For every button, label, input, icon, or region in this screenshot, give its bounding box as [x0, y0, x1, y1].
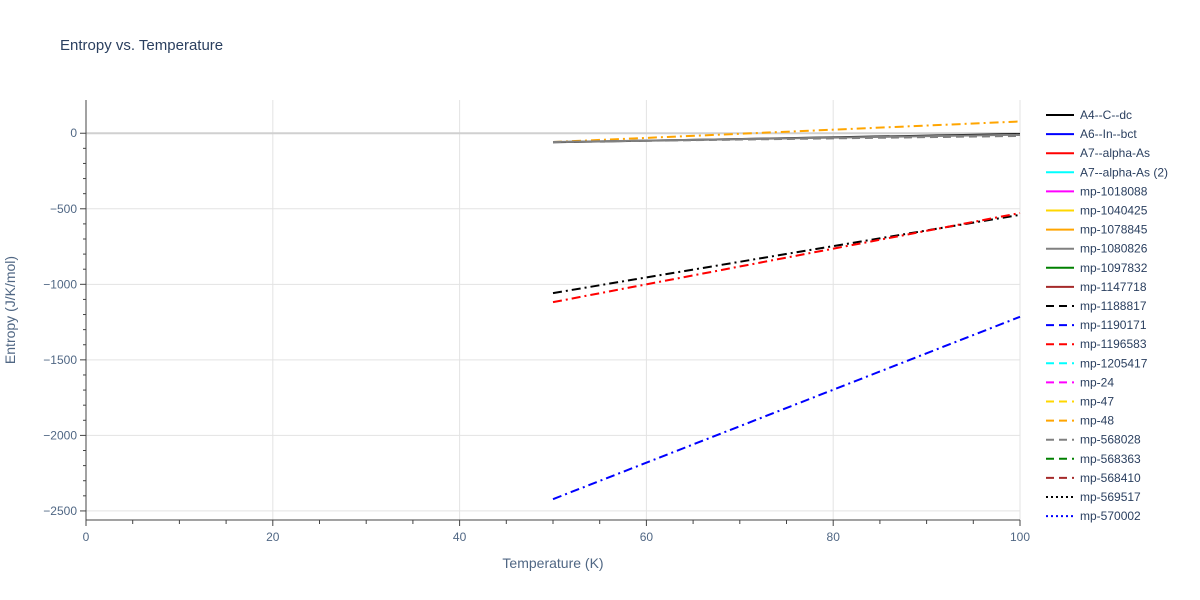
legend-entry: mp-568028 — [1080, 433, 1141, 447]
series-line — [552, 315, 1021, 501]
legend-entry: A4--C--dc — [1080, 108, 1132, 122]
legend-entry: mp-1097832 — [1080, 261, 1148, 275]
legend-entry: mp-47 — [1080, 395, 1114, 409]
legend: A4--C--dc A6--In--bct A7--alpha-As A7--alph… — [1046, 108, 1168, 523]
legend-entry: mp-1147718 — [1080, 280, 1147, 294]
x-tick-label: 60 — [640, 530, 654, 544]
y-tick-label: −2000 — [43, 428, 77, 442]
legend-entry: A7--alpha-As (2) — [1080, 165, 1168, 179]
x-tick-label: 40 — [453, 530, 467, 544]
y-axis-title: Entropy (J/K/mol) — [2, 256, 18, 364]
x-tick-label: 80 — [827, 530, 841, 544]
y-tick-label: −1500 — [43, 353, 77, 367]
legend-entry: mp-1080826 — [1080, 242, 1148, 256]
x-tick-label: 20 — [266, 530, 280, 544]
y-tick-label: −500 — [50, 202, 77, 216]
legend-entry: A6--In--bct — [1080, 127, 1137, 141]
legend-entry: mp-1196583 — [1080, 337, 1147, 351]
legend-entry: mp-1078845 — [1080, 223, 1148, 237]
y-tick-label: −2500 — [43, 504, 77, 518]
legend-entry: mp-24 — [1080, 375, 1114, 389]
series-line — [552, 120, 1021, 143]
legend-entry: mp-1205417 — [1080, 356, 1148, 370]
y-tick-label: −1000 — [43, 277, 77, 291]
legend-entry: mp-1190171 — [1080, 318, 1147, 332]
series-line-mp-1080826 — [552, 133, 1021, 143]
legend-entry: A7--alpha-As — [1080, 146, 1150, 160]
legend-entry: mp-570002 — [1080, 509, 1141, 523]
legend-entry: mp-569517 — [1080, 490, 1141, 504]
legend-entry: mp-1018088 — [1080, 184, 1148, 198]
axes: 0 20 40 60 80 100 0 −500 −1000 −1500 −2000 −2500 — [43, 100, 1030, 544]
series-line — [552, 213, 1021, 295]
legend-entry: mp-48 — [1080, 414, 1114, 428]
chart-title: Entropy vs. Temperature — [60, 37, 223, 54]
legend-entry: mp-1188817 — [1080, 299, 1147, 313]
grid — [86, 100, 1021, 520]
x-axis-title: Temperature (K) — [502, 555, 603, 571]
x-tick-label: 100 — [1010, 530, 1030, 544]
legend-entry: mp-568363 — [1080, 452, 1141, 466]
legend-entry: mp-1040425 — [1080, 204, 1148, 218]
legend-entry: mp-568410 — [1080, 471, 1141, 485]
y-tick-label: 0 — [70, 126, 77, 140]
series-line — [552, 212, 1021, 304]
plot-area — [552, 120, 1021, 501]
x-tick-label: 0 — [83, 530, 90, 544]
